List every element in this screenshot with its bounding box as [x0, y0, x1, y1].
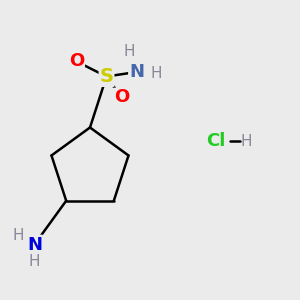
Text: N: N	[27, 236, 42, 253]
Text: H: H	[123, 44, 135, 59]
Text: H: H	[12, 228, 24, 243]
Text: S: S	[100, 67, 113, 86]
Text: H: H	[240, 134, 252, 148]
Text: Cl: Cl	[206, 132, 226, 150]
Text: O: O	[114, 88, 129, 106]
Text: H: H	[29, 254, 40, 268]
Text: N: N	[129, 63, 144, 81]
Text: O: O	[69, 52, 84, 70]
Text: H: H	[150, 66, 162, 81]
